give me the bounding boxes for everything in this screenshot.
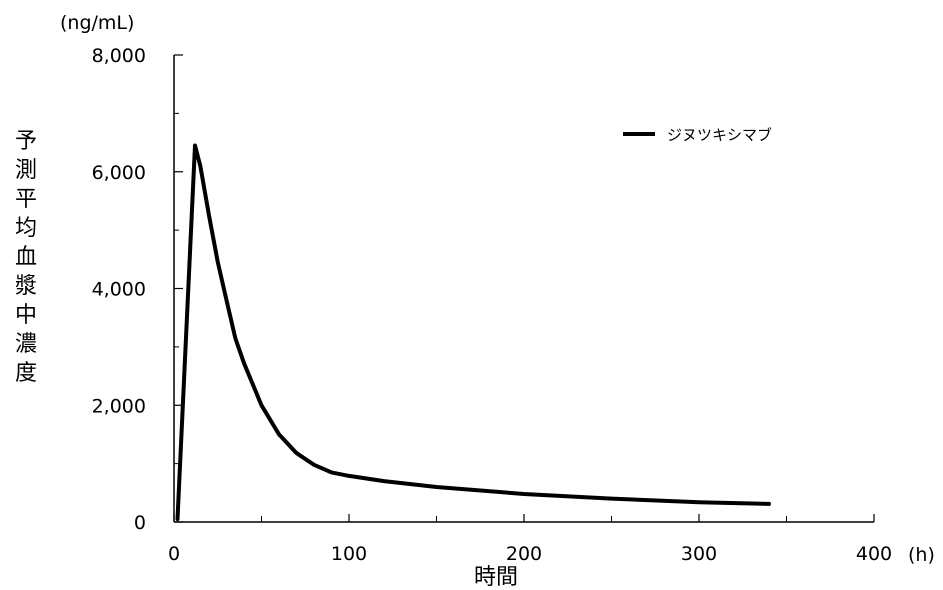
legend: ジヌツキシマブ <box>623 126 772 144</box>
x-tick-label: 0 <box>168 543 180 565</box>
legend-label: ジヌツキシマブ <box>667 126 772 144</box>
x-tick-label: 100 <box>331 543 367 565</box>
y-tick-label: 6,000 <box>92 162 146 184</box>
y-unit-label: (ng/mL) <box>60 12 134 34</box>
y-ticks: 0 2,000 4,000 6,000 8,000 <box>92 45 183 534</box>
y-tick-label: 8,000 <box>92 45 146 67</box>
y-tick-label: 4,000 <box>92 279 146 301</box>
y-tick-label: 0 <box>134 512 146 534</box>
x-unit-label: (h) <box>908 544 935 566</box>
series-line <box>175 143 771 522</box>
x-tick-label: 200 <box>506 543 542 565</box>
x-ticks: 0 100 200 300 400 <box>168 514 892 565</box>
y-axis-title: 予測平均血漿中濃度 <box>15 129 37 386</box>
series-layer <box>175 143 771 522</box>
x-tick-label: 300 <box>681 543 717 565</box>
x-tick-label: 400 <box>856 543 892 565</box>
x-axis-title: 時間 <box>474 565 518 590</box>
y-tick-label: 2,000 <box>92 395 146 417</box>
